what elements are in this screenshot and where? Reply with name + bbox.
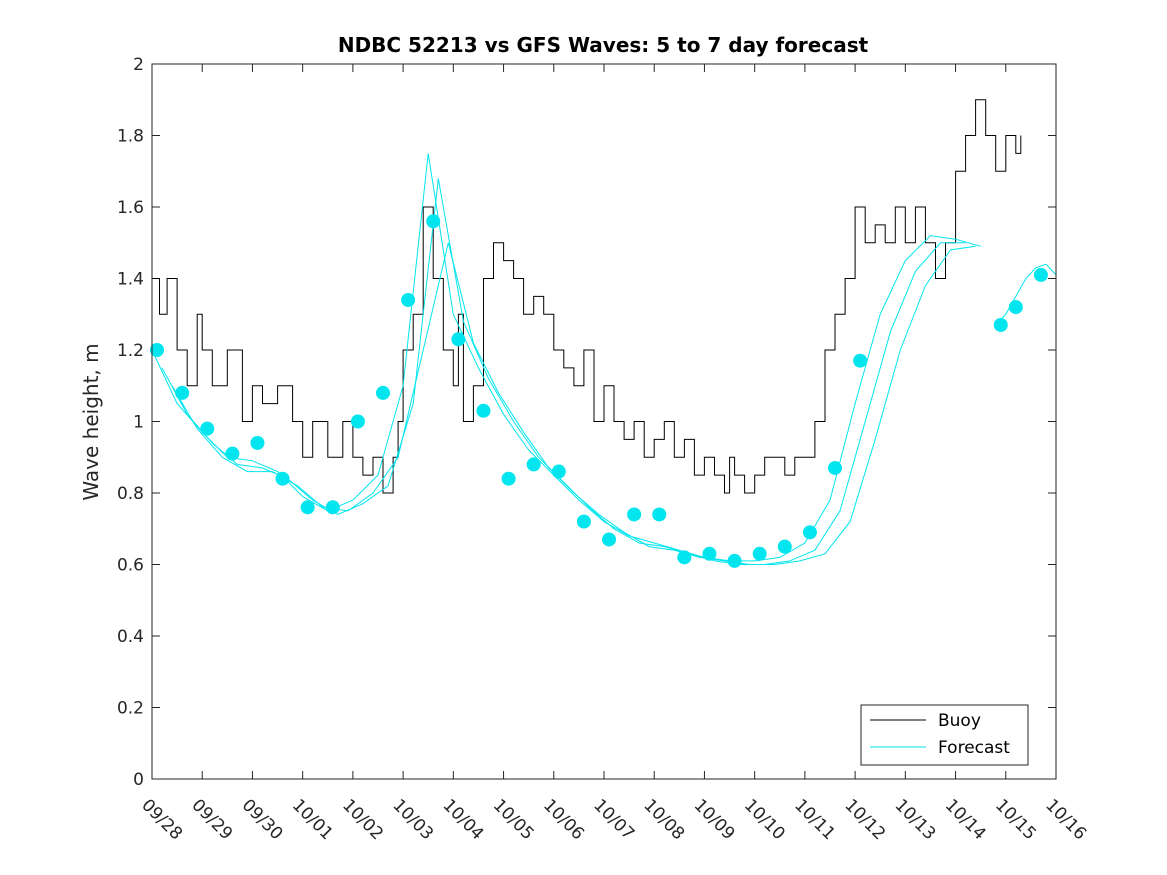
- x-tick-label: 10/16: [1041, 795, 1090, 844]
- plot-frame: [151, 63, 1057, 780]
- forecast-layer: [151, 153, 1057, 565]
- x-tick-label: 10/02: [338, 795, 387, 844]
- x-tick-label: 10/14: [941, 795, 990, 844]
- forecast-point: [752, 546, 767, 561]
- forecast-point: [993, 317, 1008, 332]
- forecast-point: [526, 457, 541, 472]
- forecast-point: [702, 546, 717, 561]
- forecast-point: [652, 507, 667, 522]
- buoy-layer: [152, 99, 1022, 494]
- y-tick-label: 1.4: [117, 270, 144, 290]
- forecast-point: [150, 343, 165, 357]
- x-tick-label: 09/30: [238, 795, 287, 844]
- x-tick-label: 10/04: [439, 795, 488, 844]
- forecast-point: [401, 292, 416, 307]
- forecast-point: [300, 500, 315, 515]
- y-tick-label: 0.6: [117, 556, 144, 576]
- x-tick-label: 10/12: [840, 795, 889, 844]
- y-tick-label: 0.4: [117, 627, 144, 647]
- forecast-point: [250, 435, 265, 450]
- x-tick-label: 10/08: [640, 795, 689, 844]
- legend: Buoy Forecast: [860, 704, 1029, 766]
- x-tick-label: 09/29: [188, 795, 237, 844]
- legend-forecast-label: Forecast: [938, 738, 1010, 758]
- y-tick-label: 0: [133, 770, 144, 790]
- forecast-series-line: [151, 153, 981, 562]
- forecast-series-line: [171, 242, 976, 565]
- forecast-point: [376, 385, 391, 400]
- forecast-point: [828, 460, 843, 475]
- forecast-point: [727, 553, 742, 568]
- y-tick-label: 1.2: [117, 341, 144, 361]
- forecast-point: [677, 550, 692, 565]
- forecast-point: [802, 525, 817, 540]
- x-tick-label: 10/11: [790, 795, 839, 844]
- x-tick-label: 10/03: [388, 795, 437, 844]
- x-tick-label: 10/10: [740, 795, 789, 844]
- forecast-point: [175, 385, 190, 400]
- forecast-point: [225, 446, 240, 461]
- y-tick-label: 1.8: [117, 127, 144, 147]
- forecast-point: [551, 464, 566, 479]
- forecast-point: [350, 414, 365, 429]
- y-tick-label: 1.6: [117, 198, 144, 218]
- forecast-point: [1008, 300, 1023, 315]
- legend-box: [860, 704, 1029, 766]
- forecast-point: [476, 403, 491, 418]
- x-tick-label: 10/07: [589, 795, 638, 844]
- chart-title: NDBC 52213 vs GFS Waves: 5 to 7 day fore…: [338, 33, 869, 57]
- buoy-series-line: [152, 99, 1022, 494]
- y-tick-label: 0.2: [117, 699, 144, 719]
- forecast-point: [275, 471, 290, 486]
- x-tick-label: 09/28: [137, 795, 186, 844]
- forecast-point: [200, 421, 215, 436]
- forecast-point: [602, 532, 617, 547]
- x-tick-label: 10/05: [489, 795, 538, 844]
- x-tick-label: 10/09: [690, 795, 739, 844]
- forecast-point: [325, 500, 340, 515]
- forecast-point: [853, 353, 868, 368]
- forecast-point: [426, 214, 441, 229]
- x-tick-label: 10/06: [539, 795, 588, 844]
- forecast-point: [777, 539, 792, 554]
- forecast-series-line: [995, 263, 1057, 326]
- x-tick-label: 10/13: [891, 795, 940, 844]
- forecast-points-layer: [150, 214, 1048, 568]
- forecast-point: [451, 332, 466, 347]
- forecast-point: [1033, 267, 1048, 282]
- forecast-point: [627, 507, 642, 522]
- forecast-point: [576, 514, 591, 529]
- x-tick-label: 10/01: [288, 795, 337, 844]
- forecast-point: [501, 471, 516, 486]
- y-tick-label: 2: [133, 55, 144, 75]
- y-tick-label: 0.8: [117, 484, 144, 504]
- y-axis-label: Wave height, m: [79, 343, 103, 500]
- legend-buoy-label: Buoy: [938, 711, 981, 731]
- x-tick-label: 10/15: [991, 795, 1040, 844]
- y-tick-label: 1: [133, 413, 144, 433]
